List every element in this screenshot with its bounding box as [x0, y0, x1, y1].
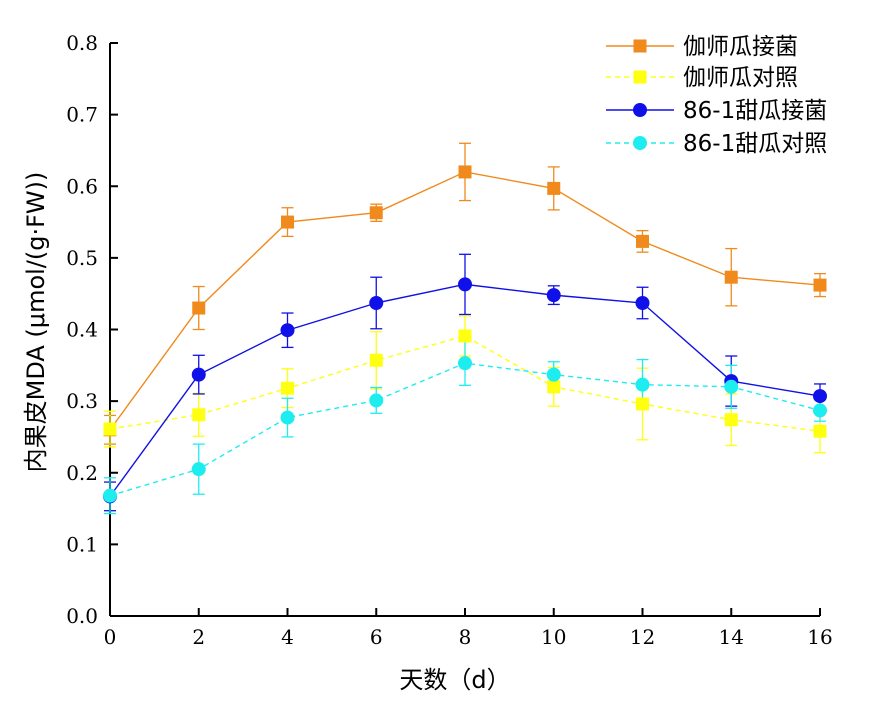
- legend-label: 86-1甜瓜对照: [683, 131, 827, 157]
- data-point: [103, 422, 117, 436]
- y-tick-label: 0.6: [66, 174, 98, 198]
- x-tick-label: 8: [459, 625, 472, 649]
- y-tick-label: 0.2: [66, 461, 98, 485]
- x-tick-label: 16: [807, 625, 832, 649]
- x-tick-label: 14: [719, 625, 744, 649]
- data-point: [192, 301, 206, 315]
- legend-marker: [633, 136, 647, 150]
- x-tick-label: 12: [630, 625, 655, 649]
- series-line: [109, 335, 821, 432]
- legend-label: 伽师瓜对照: [683, 65, 798, 91]
- x-tick-label: 0: [104, 625, 117, 649]
- data-point: [546, 367, 561, 382]
- data-point: [458, 165, 472, 179]
- y-tick-label: 0.4: [66, 318, 98, 342]
- legend-marker: [633, 103, 647, 117]
- data-point: [280, 323, 295, 338]
- data-point: [458, 277, 472, 292]
- data-point: [192, 408, 206, 422]
- legend-marker: [633, 70, 647, 84]
- x-tick-label: 6: [370, 625, 383, 649]
- axes: 0 2 4 6 8 10 12 14 16 0.0 0.1 0.2 0.3 0.4 0.5 0.6 0.7 0.8: [66, 31, 833, 649]
- data-point: [813, 278, 827, 292]
- series-markers: [103, 165, 827, 504]
- y-tick-label: 0.1: [66, 532, 98, 556]
- data-point: [547, 380, 561, 394]
- error-bars: [104, 142, 826, 515]
- data-point: [458, 356, 472, 371]
- y-tick-label: 0.7: [66, 103, 98, 127]
- data-point: [724, 413, 738, 427]
- data-point: [281, 381, 294, 395]
- data-point: [546, 288, 561, 303]
- y-tick-label: 0.3: [66, 389, 98, 413]
- data-point: [458, 329, 472, 343]
- data-point: [813, 403, 827, 418]
- data-point: [635, 377, 650, 392]
- x-tick-label: 10: [541, 625, 566, 649]
- x-tick-label: 4: [281, 625, 294, 649]
- data-point: [281, 215, 294, 229]
- y-tick-label: 0.8: [66, 31, 98, 55]
- legend-marker: [633, 39, 647, 53]
- data-point: [369, 393, 384, 408]
- legend-label: 伽师瓜接菌: [683, 34, 798, 60]
- legend-label: 86-1甜瓜接菌: [683, 98, 827, 124]
- data-point: [724, 379, 739, 394]
- y-axis-title: 内果皮MDA (μmol/(g·FW)): [22, 172, 50, 473]
- data-point: [724, 270, 738, 284]
- x-tick-label: 2: [192, 625, 205, 649]
- y-tick-label: 0.5: [66, 246, 98, 270]
- data-point: [280, 410, 295, 425]
- data-point: [369, 295, 384, 310]
- data-point: [813, 389, 827, 404]
- x-axis-title: 天数（d）: [399, 666, 510, 694]
- data-point: [635, 295, 650, 310]
- data-point: [369, 206, 383, 220]
- data-point: [547, 181, 561, 195]
- data-point: [813, 424, 827, 438]
- data-point: [636, 397, 649, 411]
- data-point: [369, 353, 383, 367]
- y-tick-label: 0.0: [66, 604, 98, 628]
- data-point: [191, 462, 206, 477]
- data-point: [103, 488, 117, 503]
- data-point: [636, 234, 649, 248]
- data-point: [191, 367, 206, 382]
